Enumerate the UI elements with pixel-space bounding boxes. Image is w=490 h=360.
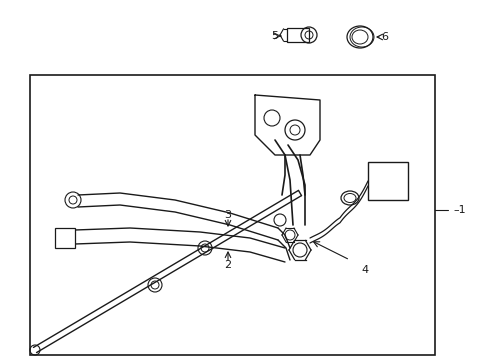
Bar — [55, 228, 75, 248]
Text: 6: 6 — [382, 32, 389, 42]
Text: 2: 2 — [224, 260, 232, 270]
Text: 4: 4 — [362, 265, 368, 275]
Bar — [30, 75, 435, 355]
Bar — [287, 28, 309, 42]
Bar — [368, 162, 408, 200]
Text: 5: 5 — [271, 31, 278, 41]
Text: 3: 3 — [224, 210, 231, 220]
Text: –1: –1 — [453, 205, 466, 215]
